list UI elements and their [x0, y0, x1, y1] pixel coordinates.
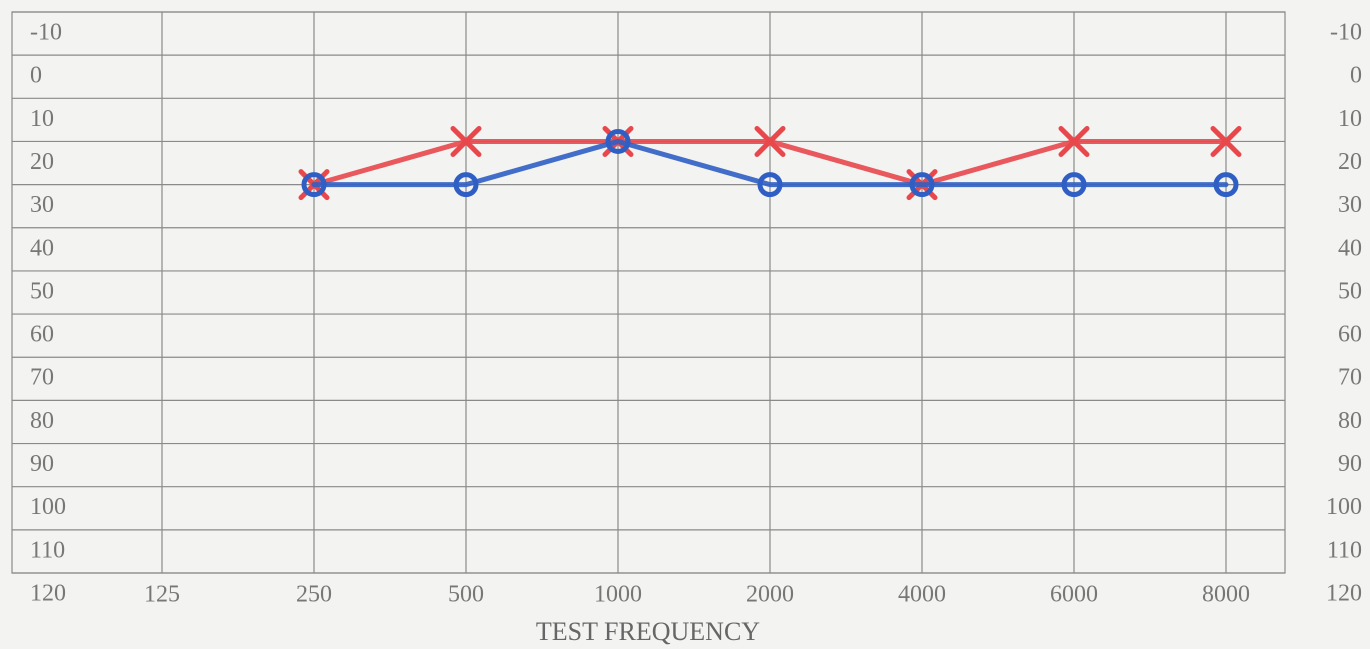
x-tick-label: 6000	[1050, 582, 1098, 608]
y-tick-label-left: 40	[30, 235, 54, 261]
y-tick-label-left: 110	[30, 537, 65, 563]
y-tick-label-left: 10	[30, 106, 54, 132]
y-tick-label-left: 30	[30, 192, 54, 218]
marker-o	[453, 172, 479, 198]
x-tick-label: 1000	[594, 582, 642, 608]
marker-o	[757, 172, 783, 198]
marker	[909, 172, 935, 198]
y-tick-label-left: 70	[30, 365, 54, 391]
marker	[605, 128, 631, 154]
marker	[450, 125, 482, 157]
y-tick-label-right: 30	[1338, 192, 1362, 218]
y-tick-label-right: 80	[1338, 408, 1362, 434]
y-tick-label-right: -10	[1330, 20, 1362, 46]
marker-o	[1061, 172, 1087, 198]
y-tick-label-left: 80	[30, 408, 54, 434]
y-tick-label-right: 40	[1338, 235, 1362, 261]
marker-o	[1213, 172, 1239, 198]
marker-o	[605, 128, 631, 154]
y-tick-label-right: 110	[1327, 537, 1362, 563]
marker	[1061, 172, 1087, 198]
y-tick-label-left: 60	[30, 322, 54, 348]
marker	[1058, 125, 1090, 157]
y-tick-label-right: 50	[1338, 278, 1362, 304]
y-tick-label-right: 10	[1338, 106, 1362, 132]
x-axis-title: TEST FREQUENCY	[536, 617, 760, 646]
marker-x	[754, 125, 786, 157]
x-tick-label: 4000	[898, 582, 946, 608]
x-tick-label: 8000	[1202, 582, 1250, 608]
y-tick-label-right: 100	[1326, 494, 1362, 520]
x-tick-label: 250	[296, 582, 332, 608]
y-tick-label-left: 50	[30, 278, 54, 304]
y-tick-label-right: 70	[1338, 365, 1362, 391]
y-tick-label-left: 120	[30, 581, 66, 607]
x-tick-label: 2000	[746, 582, 794, 608]
y-tick-label-right: 120	[1326, 581, 1362, 607]
y-tick-label-left: -10	[30, 20, 62, 46]
y-tick-label-right: 0	[1350, 63, 1362, 89]
y-tick-label-right: 60	[1338, 322, 1362, 348]
marker	[754, 125, 786, 157]
marker-x	[1210, 125, 1242, 157]
marker-x	[1058, 125, 1090, 157]
marker	[301, 172, 327, 198]
marker-o	[909, 172, 935, 198]
marker	[453, 172, 479, 198]
x-tick-label: 500	[448, 582, 484, 608]
marker	[757, 172, 783, 198]
y-tick-label-right: 20	[1338, 149, 1362, 175]
y-tick-label-left: 90	[30, 451, 54, 477]
marker	[1213, 172, 1239, 198]
y-tick-label-left: 100	[30, 494, 66, 520]
marker	[1210, 125, 1242, 157]
marker-x	[450, 125, 482, 157]
y-tick-label-right: 90	[1338, 451, 1362, 477]
y-tick-label-left: 20	[30, 149, 54, 175]
x-tick-label: 125	[144, 582, 180, 608]
marker-o	[301, 172, 327, 198]
series-line	[311, 138, 1229, 188]
y-tick-label-left: 0	[30, 63, 42, 89]
